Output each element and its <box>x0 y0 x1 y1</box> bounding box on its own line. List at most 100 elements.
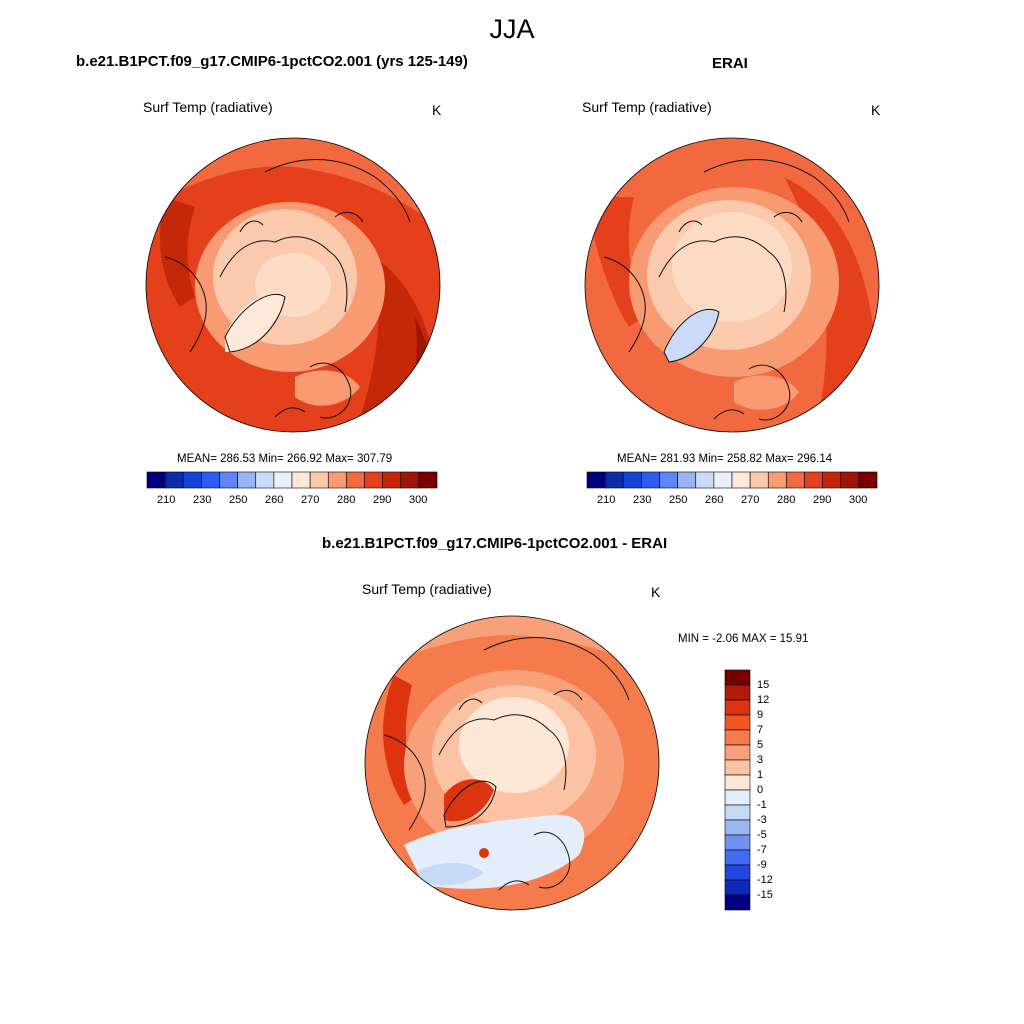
model-units-label: K <box>432 102 442 118</box>
erai-colorbar-swatch-6 <box>695 471 715 489</box>
diff-colorbar-swatch-6 <box>724 759 751 776</box>
erai-colorbar-swatch-1 <box>604 471 624 489</box>
model-variable-label: Surf Temp (radiative) <box>143 99 273 115</box>
erai-colorbar-swatch-9 <box>749 471 769 489</box>
diff-tick-neg9: -9 <box>757 859 767 871</box>
diff-tick-7: 7 <box>757 724 764 736</box>
diff-colorbar-swatch-13 <box>724 864 751 881</box>
erai-coastlines <box>603 159 850 421</box>
diff-colorbar-swatch-1 <box>724 684 751 701</box>
erai-colorbar-swatch-12 <box>804 471 823 489</box>
diff-tick-1: 1 <box>757 769 764 781</box>
erai-greenland-cold <box>664 309 719 362</box>
model-north-band <box>146 138 440 227</box>
erai-tick-230: 230 <box>633 494 652 506</box>
diff-tick-9: 9 <box>757 709 764 721</box>
diff-variable-label: Surf Temp (radiative) <box>362 581 492 597</box>
erai-colorbar-swatch-7 <box>713 471 733 489</box>
erai-variable-label: Surf Temp (radiative) <box>582 99 712 115</box>
model-tick-290: 290 <box>373 494 392 506</box>
model-colorbar-swatch-3 <box>201 471 220 489</box>
model-west-warm <box>160 197 195 307</box>
erai-tick-280: 280 <box>777 494 796 506</box>
model-colorbar-swatch-15 <box>418 471 438 489</box>
model-tick-260: 260 <box>265 494 284 506</box>
erai-colorbar-swatch-4 <box>659 471 678 489</box>
erai-tick-210: 210 <box>597 494 616 506</box>
erai-colorbar-swatch-3 <box>641 471 660 489</box>
diff-panel-title: b.e21.B1PCT.f09_g17.CMIP6-1pctCO2.001 - … <box>322 535 668 552</box>
erai-colorbar-swatch-13 <box>822 471 842 489</box>
diff-colorbar-swatch-7 <box>724 774 751 791</box>
model-colorbar-swatch-7 <box>273 471 293 489</box>
model-tick-250: 250 <box>229 494 248 506</box>
diff-tick-neg5: -5 <box>757 829 767 841</box>
diff-tick-neg12: -12 <box>757 874 773 886</box>
erai-pole-region <box>672 212 792 322</box>
diff-tick-neg3: -3 <box>757 814 767 826</box>
diff-tick-5: 5 <box>757 739 764 751</box>
model-colorbar-swatch-2 <box>182 471 202 489</box>
model-colorbar-swatch-6 <box>255 471 275 489</box>
model-map-border <box>145 137 441 433</box>
erai-map-border <box>584 137 880 433</box>
diff-colorbar-swatch-8 <box>724 789 751 806</box>
model-stats: MEAN= 286.53 Min= 266.92 Max= 307.79 <box>177 453 393 465</box>
model-colorbar-swatch-11 <box>346 471 365 489</box>
diff-colorbar-swatch-11 <box>724 834 751 851</box>
erai-colorbar-swatch-0 <box>586 471 606 489</box>
diff-colorbar-swatch-15 <box>724 894 751 911</box>
diff-tick-12: 12 <box>757 694 770 706</box>
model-colorbar-swatch-0 <box>146 471 166 489</box>
model-colorbar-swatch-8 <box>291 471 311 489</box>
erai-stats: MEAN= 281.93 Min= 258.82 Max= 296.14 <box>617 453 833 465</box>
model-colorbar <box>146 471 438 489</box>
erai-colorbar-swatch-2 <box>622 471 642 489</box>
model-colorbar-swatch-5 <box>237 471 257 489</box>
model-tick-270: 270 <box>301 494 320 506</box>
model-colorbar-swatch-9 <box>309 471 329 489</box>
erai-colorbar-swatch-8 <box>731 471 751 489</box>
model-tick-210: 210 <box>157 494 176 506</box>
erai-units-label: K <box>871 102 881 118</box>
model-map <box>145 137 441 433</box>
diff-colorbar-swatch-5 <box>724 744 751 761</box>
model-tick-300: 300 <box>409 494 428 506</box>
diff-colorbar <box>724 669 751 911</box>
erai-west-warm <box>585 197 644 327</box>
diff-colorbar-swatch-3 <box>724 714 751 731</box>
model-colorbar-swatch-14 <box>400 471 420 489</box>
erai-tick-300: 300 <box>849 494 868 506</box>
erai-colorbar-swatch-10 <box>767 471 787 489</box>
erai-colorbar-ticks: 210 230 250 260 270 280 290 300 <box>587 494 877 508</box>
diff-pole-region <box>459 697 569 793</box>
erai-europe-patch <box>734 375 799 410</box>
diff-colorbar-ticks: 15 12 9 7 5 3 1 0 -1 -3 -5 -7 -9 -12 -15 <box>757 670 797 910</box>
diff-units-label: K <box>651 584 661 600</box>
diff-tick-neg15: -15 <box>757 889 773 901</box>
model-coastlines <box>164 159 411 419</box>
model-pole-region <box>255 253 331 317</box>
diff-colorbar-swatch-9 <box>724 804 751 821</box>
model-colorbar-swatch-13 <box>382 471 402 489</box>
erai-map <box>584 137 880 433</box>
diff-tick-neg1: -1 <box>757 799 767 811</box>
erai-colorbar-swatch-14 <box>840 471 860 489</box>
model-colorbar-swatch-4 <box>219 471 238 489</box>
diff-colorbar-swatch-2 <box>724 699 751 716</box>
diff-tick-0: 0 <box>757 784 764 796</box>
diff-tick-neg7: -7 <box>757 844 767 856</box>
diff-iceland-hotspot <box>479 848 489 858</box>
model-tick-280: 280 <box>337 494 356 506</box>
erai-colorbar <box>586 471 878 489</box>
diff-colorbar-swatch-4 <box>724 729 751 746</box>
erai-tick-290: 290 <box>813 494 832 506</box>
diff-cold-core <box>419 862 484 886</box>
diff-tick-3: 3 <box>757 754 764 766</box>
diff-colorbar-swatch-12 <box>724 849 751 866</box>
diff-greenland-warm <box>444 779 494 822</box>
model-colorbar-swatch-1 <box>164 471 184 489</box>
page-title: JJA <box>489 14 535 44</box>
diff-map-border <box>364 615 660 911</box>
model-panel-title: b.e21.B1PCT.f09_g17.CMIP6-1pctCO2.001 (y… <box>76 53 468 70</box>
